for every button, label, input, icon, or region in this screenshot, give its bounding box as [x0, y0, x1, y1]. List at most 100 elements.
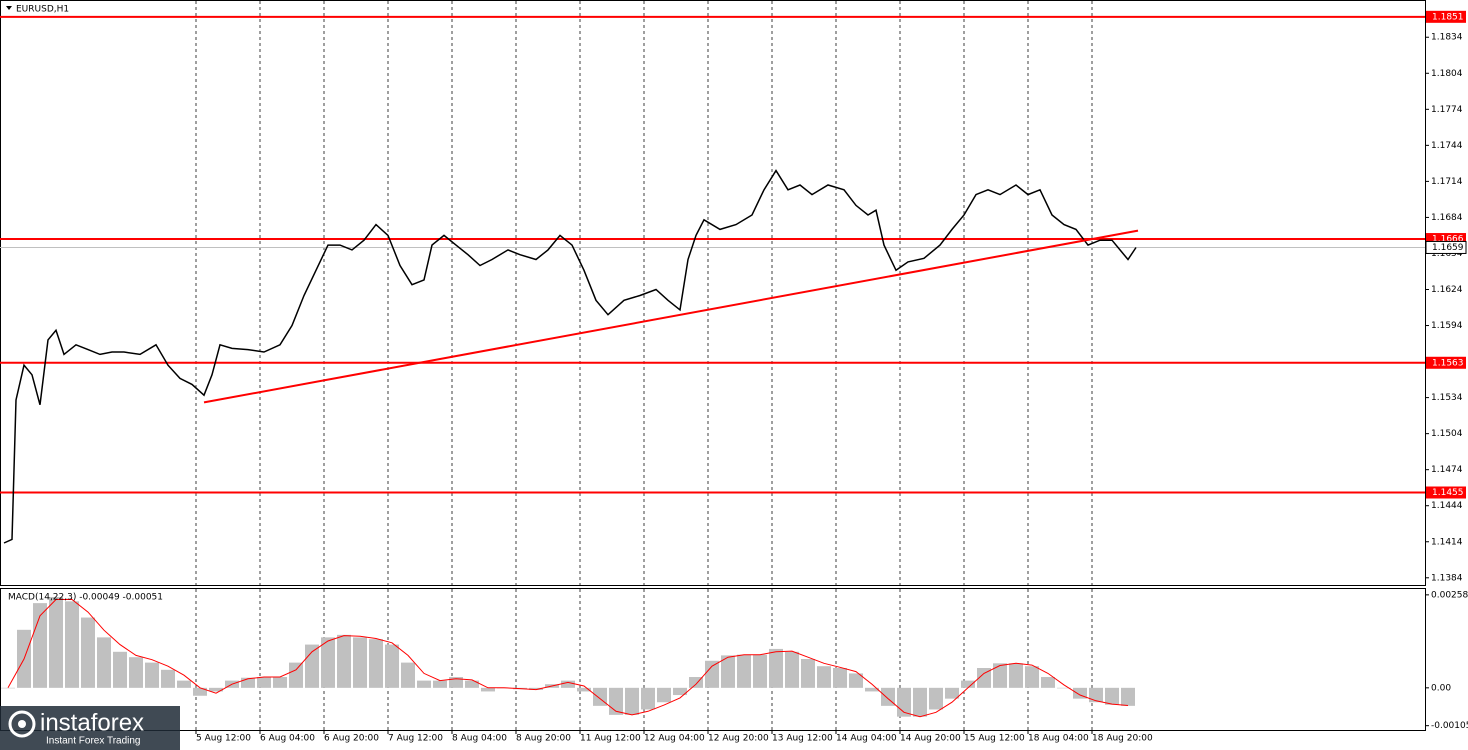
- macd-bar: [241, 677, 255, 688]
- y-tick-label: 1.1624: [1431, 285, 1463, 295]
- macd-bar: [257, 677, 271, 688]
- macd-bar: [657, 687, 671, 703]
- macd-bar: [81, 617, 95, 688]
- y-tick-label: 1.1684: [1431, 213, 1463, 223]
- y-tick-label: 0.00: [1431, 683, 1451, 693]
- macd-bar: [353, 637, 367, 688]
- macd-bar: [625, 687, 639, 715]
- y-tick-label: 1.1834: [1431, 33, 1463, 43]
- macd-bar: [193, 687, 207, 696]
- macd-bar: [945, 687, 959, 699]
- x-tick-label: 15 Aug 12:00: [964, 734, 1025, 744]
- macd-bar: [1025, 666, 1039, 688]
- y-tick-label: 1.1444: [1431, 501, 1463, 511]
- macd-bar: [209, 687, 223, 692]
- level-label-box: [1426, 10, 1466, 23]
- y-tick-label: 1.1534: [1431, 393, 1463, 403]
- macd-bar: [993, 663, 1007, 688]
- macd-bar: [465, 680, 479, 688]
- macd-bar: [321, 637, 335, 688]
- macd-bar: [673, 687, 687, 696]
- x-tick-label: 8 Aug 04:00: [452, 734, 507, 744]
- x-tick-label: 6 Aug 04:00: [260, 734, 315, 744]
- macd-bar: [417, 680, 431, 688]
- macd-bar: [65, 601, 79, 688]
- price-line: [3, 169, 1137, 544]
- macd-bar: [641, 687, 655, 710]
- trend-line: [203, 229, 1139, 404]
- current-price-box: [1425, 240, 1467, 254]
- macd-bar: [1041, 677, 1055, 688]
- macd-bar: [705, 660, 719, 688]
- level-label: 1.1851: [1432, 12, 1464, 22]
- macd-bar: [289, 662, 303, 688]
- macd-bar: [961, 680, 975, 688]
- macd-bar: [1009, 663, 1023, 688]
- logo: instaforex Instant Forex Trading: [0, 706, 180, 750]
- x-tick-label: 11 Aug 12:00: [580, 734, 641, 744]
- macd-bar: [593, 687, 607, 706]
- level-label-box: [1426, 486, 1466, 499]
- x-tick-label: 13 Aug 12:00: [772, 734, 833, 744]
- macd-bar: [305, 644, 319, 688]
- macd-bar: [753, 654, 767, 688]
- macd-bar: [689, 677, 703, 688]
- macd-bar: [161, 669, 175, 688]
- macd-bar: [785, 651, 799, 688]
- x-tick-label: 14 Aug 20:00: [900, 734, 961, 744]
- logo-tagline: Instant Forex Trading: [46, 736, 141, 747]
- macd-bar: [1057, 687, 1071, 689]
- macd-bar: [529, 687, 543, 690]
- macd-bar: [817, 666, 831, 688]
- y-tick-label: 1.1384: [1431, 573, 1463, 583]
- y-tick-label: -0.00105: [1431, 721, 1468, 731]
- macd-bar: [177, 680, 191, 688]
- x-tick-label: 14 Aug 04:00: [836, 734, 897, 744]
- chart-title: EURUSD,H1: [16, 5, 69, 15]
- macd-bar: [481, 687, 495, 692]
- macd-bar: [1089, 687, 1103, 703]
- macd-bar: [49, 597, 63, 688]
- macd-bar: [113, 651, 127, 688]
- y-tick-label: 1.1504: [1431, 429, 1463, 439]
- y-tick-label: 1.1474: [1431, 465, 1463, 475]
- x-tick-label: 18 Aug 04:00: [1028, 734, 1089, 744]
- macd-bar: [145, 662, 159, 688]
- x-tick-label: 7 Aug 12:00: [388, 734, 443, 744]
- macd-title: MACD(14,22,3) -0.00049 -0.00051: [8, 593, 163, 603]
- macd-bar: [849, 673, 863, 688]
- y-tick-label: 1.1654: [1431, 249, 1463, 259]
- symbol-marker: [6, 6, 12, 10]
- macd-bar: [0, 687, 15, 689]
- macd-bar: [273, 677, 287, 688]
- macd-bar: [737, 654, 751, 688]
- macd-bar: [129, 657, 143, 688]
- current-price-label: 1.1659: [1432, 243, 1464, 253]
- y-tick-label: 1.1804: [1431, 69, 1463, 79]
- y-tick-label: 1.1414: [1431, 537, 1463, 547]
- logo-name: instaforex: [40, 709, 144, 736]
- level-label: 1.1455: [1432, 488, 1464, 498]
- y-tick-label: 1.1714: [1431, 177, 1463, 187]
- x-tick-label: 5 Aug 12:00: [196, 734, 251, 744]
- macd-panel: [0, 588, 1426, 731]
- x-tick-label: 12 Aug 04:00: [644, 734, 705, 744]
- logo-icon: [8, 710, 36, 738]
- macd-bar: [833, 668, 847, 688]
- y-tick-label: 1.1744: [1431, 141, 1463, 151]
- macd-bar: [561, 680, 575, 688]
- y-tick-label: 1.1774: [1431, 105, 1463, 115]
- x-tick-label: 18 Aug 20:00: [1092, 734, 1153, 744]
- x-tick-label: 8 Aug 20:00: [516, 734, 571, 744]
- macd-bar: [913, 687, 927, 717]
- macd-bar: [401, 662, 415, 688]
- macd-bar: [977, 668, 991, 688]
- macd-bar: [449, 677, 463, 688]
- macd-bar: [369, 639, 383, 688]
- macd-bar: [577, 687, 591, 692]
- macd-bar: [1073, 687, 1087, 699]
- macd-bar: [385, 644, 399, 688]
